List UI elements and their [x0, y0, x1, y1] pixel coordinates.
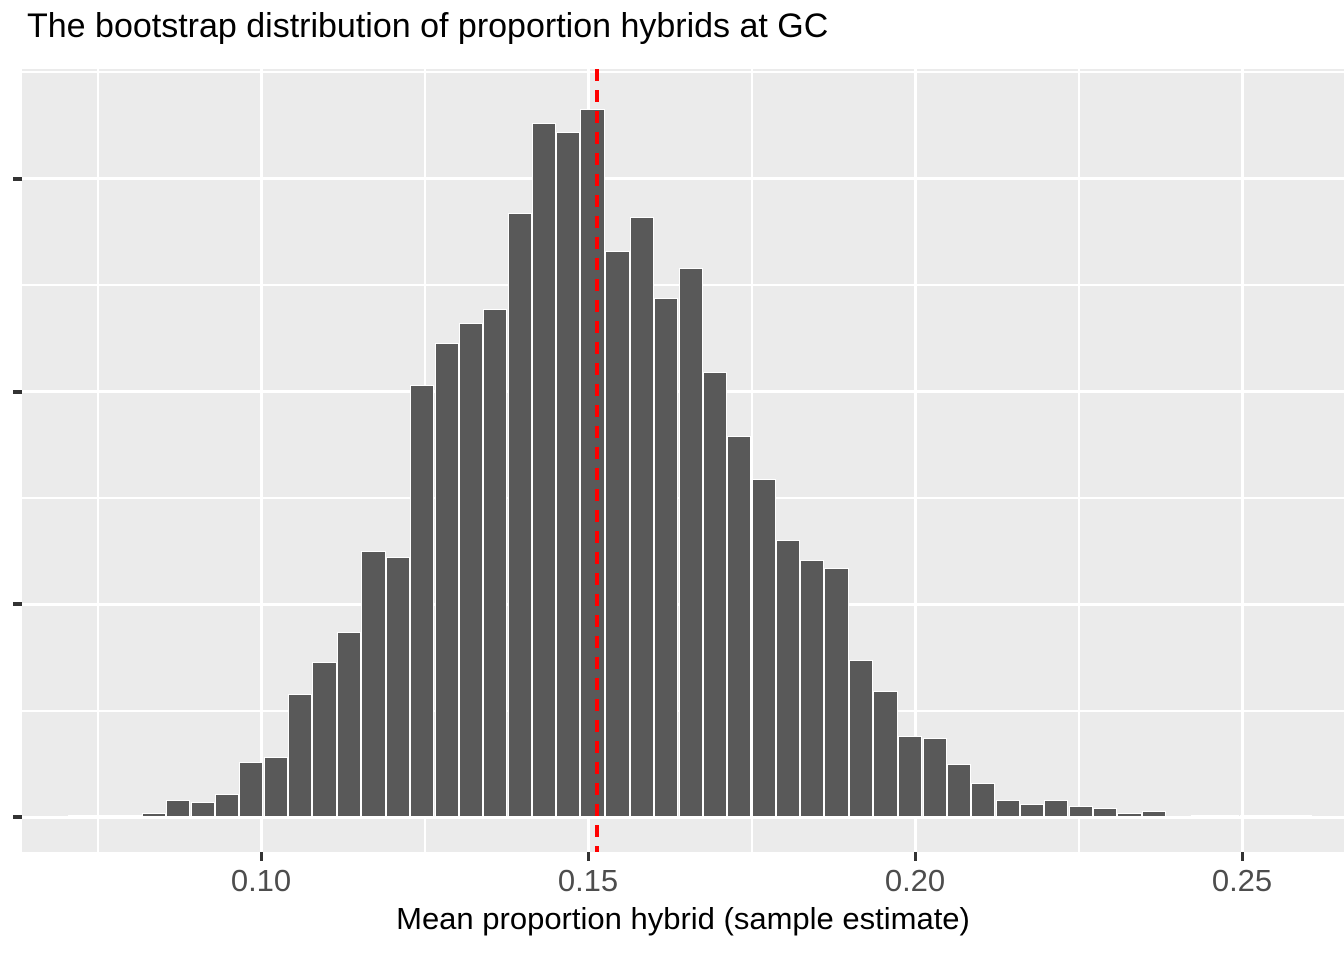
histogram-bar	[726, 436, 752, 817]
histogram-bar	[214, 793, 240, 817]
histogram-bar	[605, 251, 630, 817]
histogram-bar	[1141, 810, 1166, 817]
y-tick-mark	[13, 602, 22, 607]
histogram-bar	[92, 814, 117, 817]
histogram-bar	[336, 631, 361, 817]
x-major-gridline	[1240, 69, 1244, 852]
histogram-bar	[751, 478, 776, 817]
histogram-bar	[458, 323, 484, 817]
x-tick-label: 0.25	[1211, 863, 1273, 898]
histogram-bar	[800, 559, 825, 817]
y-minor-gridline	[22, 71, 1344, 74]
histogram-bar	[1117, 812, 1142, 817]
x-tick-label: 0.20	[884, 863, 946, 898]
histogram-bar	[897, 736, 922, 817]
x-minor-gridline	[96, 69, 99, 852]
histogram-bar	[1239, 814, 1264, 817]
histogram-bar	[385, 557, 410, 817]
histogram-bar	[288, 693, 313, 817]
y-tick-mark	[13, 389, 22, 394]
vline-sample-estimate	[595, 69, 600, 852]
histogram-bar	[532, 123, 557, 817]
histogram-bar	[1214, 814, 1240, 817]
histogram-bar	[653, 297, 678, 817]
y-tick-mark	[13, 176, 22, 181]
histogram-bar	[629, 217, 654, 817]
x-minor-gridline	[750, 69, 753, 852]
histogram-bar	[409, 385, 434, 817]
histogram-bar	[434, 342, 459, 817]
histogram-bar	[995, 799, 1020, 817]
histogram-bar	[702, 372, 727, 817]
histogram-bar	[239, 761, 264, 817]
x-tick-mark	[586, 852, 590, 861]
plot-panel	[22, 69, 1344, 852]
y-major-gridline	[22, 177, 1344, 181]
histogram-bar	[190, 802, 215, 817]
x-minor-gridline	[1077, 69, 1080, 852]
histogram-bar	[507, 212, 533, 817]
histogram-bar	[873, 691, 898, 817]
histogram-bar	[165, 799, 191, 817]
x-major-gridline	[913, 69, 917, 852]
x-tick-label: 0.15	[557, 863, 619, 898]
histogram-bar	[1044, 799, 1069, 817]
x-tick-label: 0.10	[230, 863, 292, 898]
histogram-bar	[68, 814, 93, 817]
y-major-gridline	[22, 815, 1344, 819]
histogram-bar	[776, 540, 801, 817]
histogram-bar	[263, 757, 289, 817]
x-axis-label: Mean proportion hybrid (sample estimate)	[396, 901, 970, 936]
histogram-bar	[946, 763, 971, 817]
histogram-bar	[1288, 814, 1313, 817]
histogram-bar	[361, 551, 386, 817]
histogram-bar	[1019, 804, 1045, 817]
histogram-bar	[312, 661, 337, 817]
y-tick-mark	[13, 815, 22, 819]
x-tick-mark	[1240, 852, 1244, 861]
x-major-gridline	[259, 69, 263, 852]
histogram-bar	[824, 568, 849, 817]
chart-title: The bootstrap distribution of proportion…	[27, 7, 829, 45]
histogram-bar	[1069, 806, 1094, 817]
histogram-bar	[922, 738, 947, 817]
histogram-bar	[141, 812, 166, 817]
histogram-bar	[678, 268, 703, 817]
histogram-bar	[849, 659, 874, 817]
histogram-bar	[970, 782, 996, 817]
x-tick-mark	[913, 852, 917, 861]
histogram-bar	[1093, 808, 1118, 817]
x-tick-mark	[259, 852, 263, 861]
histogram-bar	[483, 308, 508, 817]
histogram-bar	[1190, 814, 1215, 817]
histogram-bar	[556, 131, 581, 817]
histogram-bar	[117, 814, 142, 817]
histogram-bar	[580, 108, 605, 817]
histogram-bar	[1263, 814, 1289, 817]
